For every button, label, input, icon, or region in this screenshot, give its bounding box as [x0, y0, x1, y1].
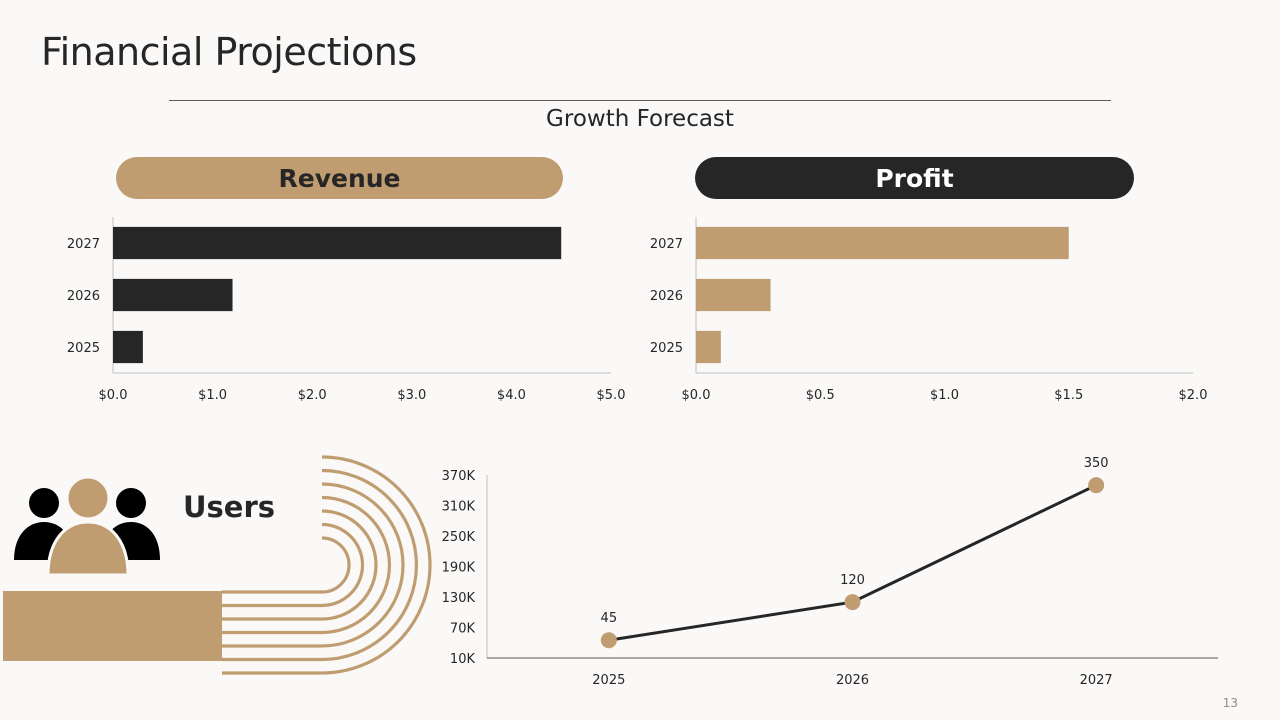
users-point-2027	[1088, 477, 1105, 494]
profit-category-label: 2025	[650, 341, 683, 356]
revenue-bar-2027	[113, 226, 562, 260]
revenue-category-label: 2026	[67, 289, 100, 304]
arc-line	[222, 509, 378, 621]
profit-x-tick-label: $2.0	[1179, 388, 1208, 403]
revenue-category-label: 2027	[67, 237, 100, 252]
revenue-x-tick-label: $2.0	[298, 388, 327, 403]
arc-lines	[222, 455, 432, 675]
profit-bar-2025	[696, 330, 721, 364]
profit-x-tick-label: $0.0	[682, 388, 711, 403]
users-point-2026	[844, 594, 861, 611]
users-y-tick-label: 250K	[442, 530, 476, 545]
revenue-x-tick-label: $4.0	[497, 388, 526, 403]
users-data-label: 120	[840, 573, 865, 588]
users-x-tick-label: 2026	[836, 673, 869, 688]
revenue-bar-chart: $0.0 $1.0 $2.0 $3.0 $4.0 $5.0 2025 2026 2027	[67, 217, 626, 403]
profit-x-tick-label: $0.5	[806, 388, 835, 403]
profit-category-label: 2026	[650, 289, 683, 304]
users-data-label: 45	[601, 611, 618, 626]
revenue-bar-2025	[113, 330, 143, 364]
users-y-tick-label: 70K	[450, 622, 476, 637]
users-y-tick-label: 10K	[450, 652, 476, 667]
profit-bar-chart: $0.0 $0.5 $1.0 $1.5 $2.0 2025 2026 2027	[650, 217, 1208, 403]
arc-line	[222, 495, 392, 635]
users-group-icon	[14, 475, 160, 577]
profit-x-tick-label: $1.5	[1054, 388, 1083, 403]
users-series-line	[608, 483, 1097, 642]
chart-section-subtitle: Growth Forecast	[546, 106, 734, 132]
users-y-tick-label: 310K	[442, 500, 476, 515]
revenue-bar-2026	[113, 278, 233, 312]
arc-line	[222, 468, 419, 662]
revenue-x-tick-label: $3.0	[397, 388, 426, 403]
revenue-x-tick-label: $1.0	[198, 388, 227, 403]
revenue-header-pill: Revenue	[116, 157, 563, 199]
users-y-tick-label: 370K	[442, 469, 476, 484]
arc-line	[222, 482, 405, 648]
page-title: Financial Projections	[41, 30, 417, 74]
arc-line	[222, 522, 365, 608]
users-point-2025	[600, 632, 617, 649]
users-data-label: 350	[1084, 456, 1109, 471]
concentric-arc-decoration	[3, 455, 432, 675]
arc-line	[222, 455, 432, 675]
arc-line	[222, 536, 351, 594]
page-number: 13	[1222, 696, 1238, 710]
profit-header-pill: Profit	[695, 157, 1134, 199]
revenue-x-tick-label: $5.0	[597, 388, 626, 403]
accent-block	[3, 591, 222, 661]
revenue-category-label: 2025	[67, 341, 100, 356]
users-line-chart: 10K 70K 130K 190K 250K 310K 370K 2025 2026 2027 45…	[442, 456, 1218, 688]
revenue-x-tick-label: $0.0	[99, 388, 128, 403]
users-label: Users	[183, 490, 276, 524]
profit-x-tick-label: $1.0	[930, 388, 959, 403]
profit-category-label: 2027	[650, 237, 683, 252]
users-y-tick-label: 190K	[442, 561, 476, 576]
profit-bar-2026	[696, 278, 771, 312]
users-y-tick-label: 130K	[442, 591, 476, 606]
profit-bar-2027	[696, 226, 1069, 260]
title-divider	[169, 100, 1111, 101]
users-x-tick-label: 2025	[592, 673, 625, 688]
users-x-tick-label: 2027	[1080, 673, 1113, 688]
